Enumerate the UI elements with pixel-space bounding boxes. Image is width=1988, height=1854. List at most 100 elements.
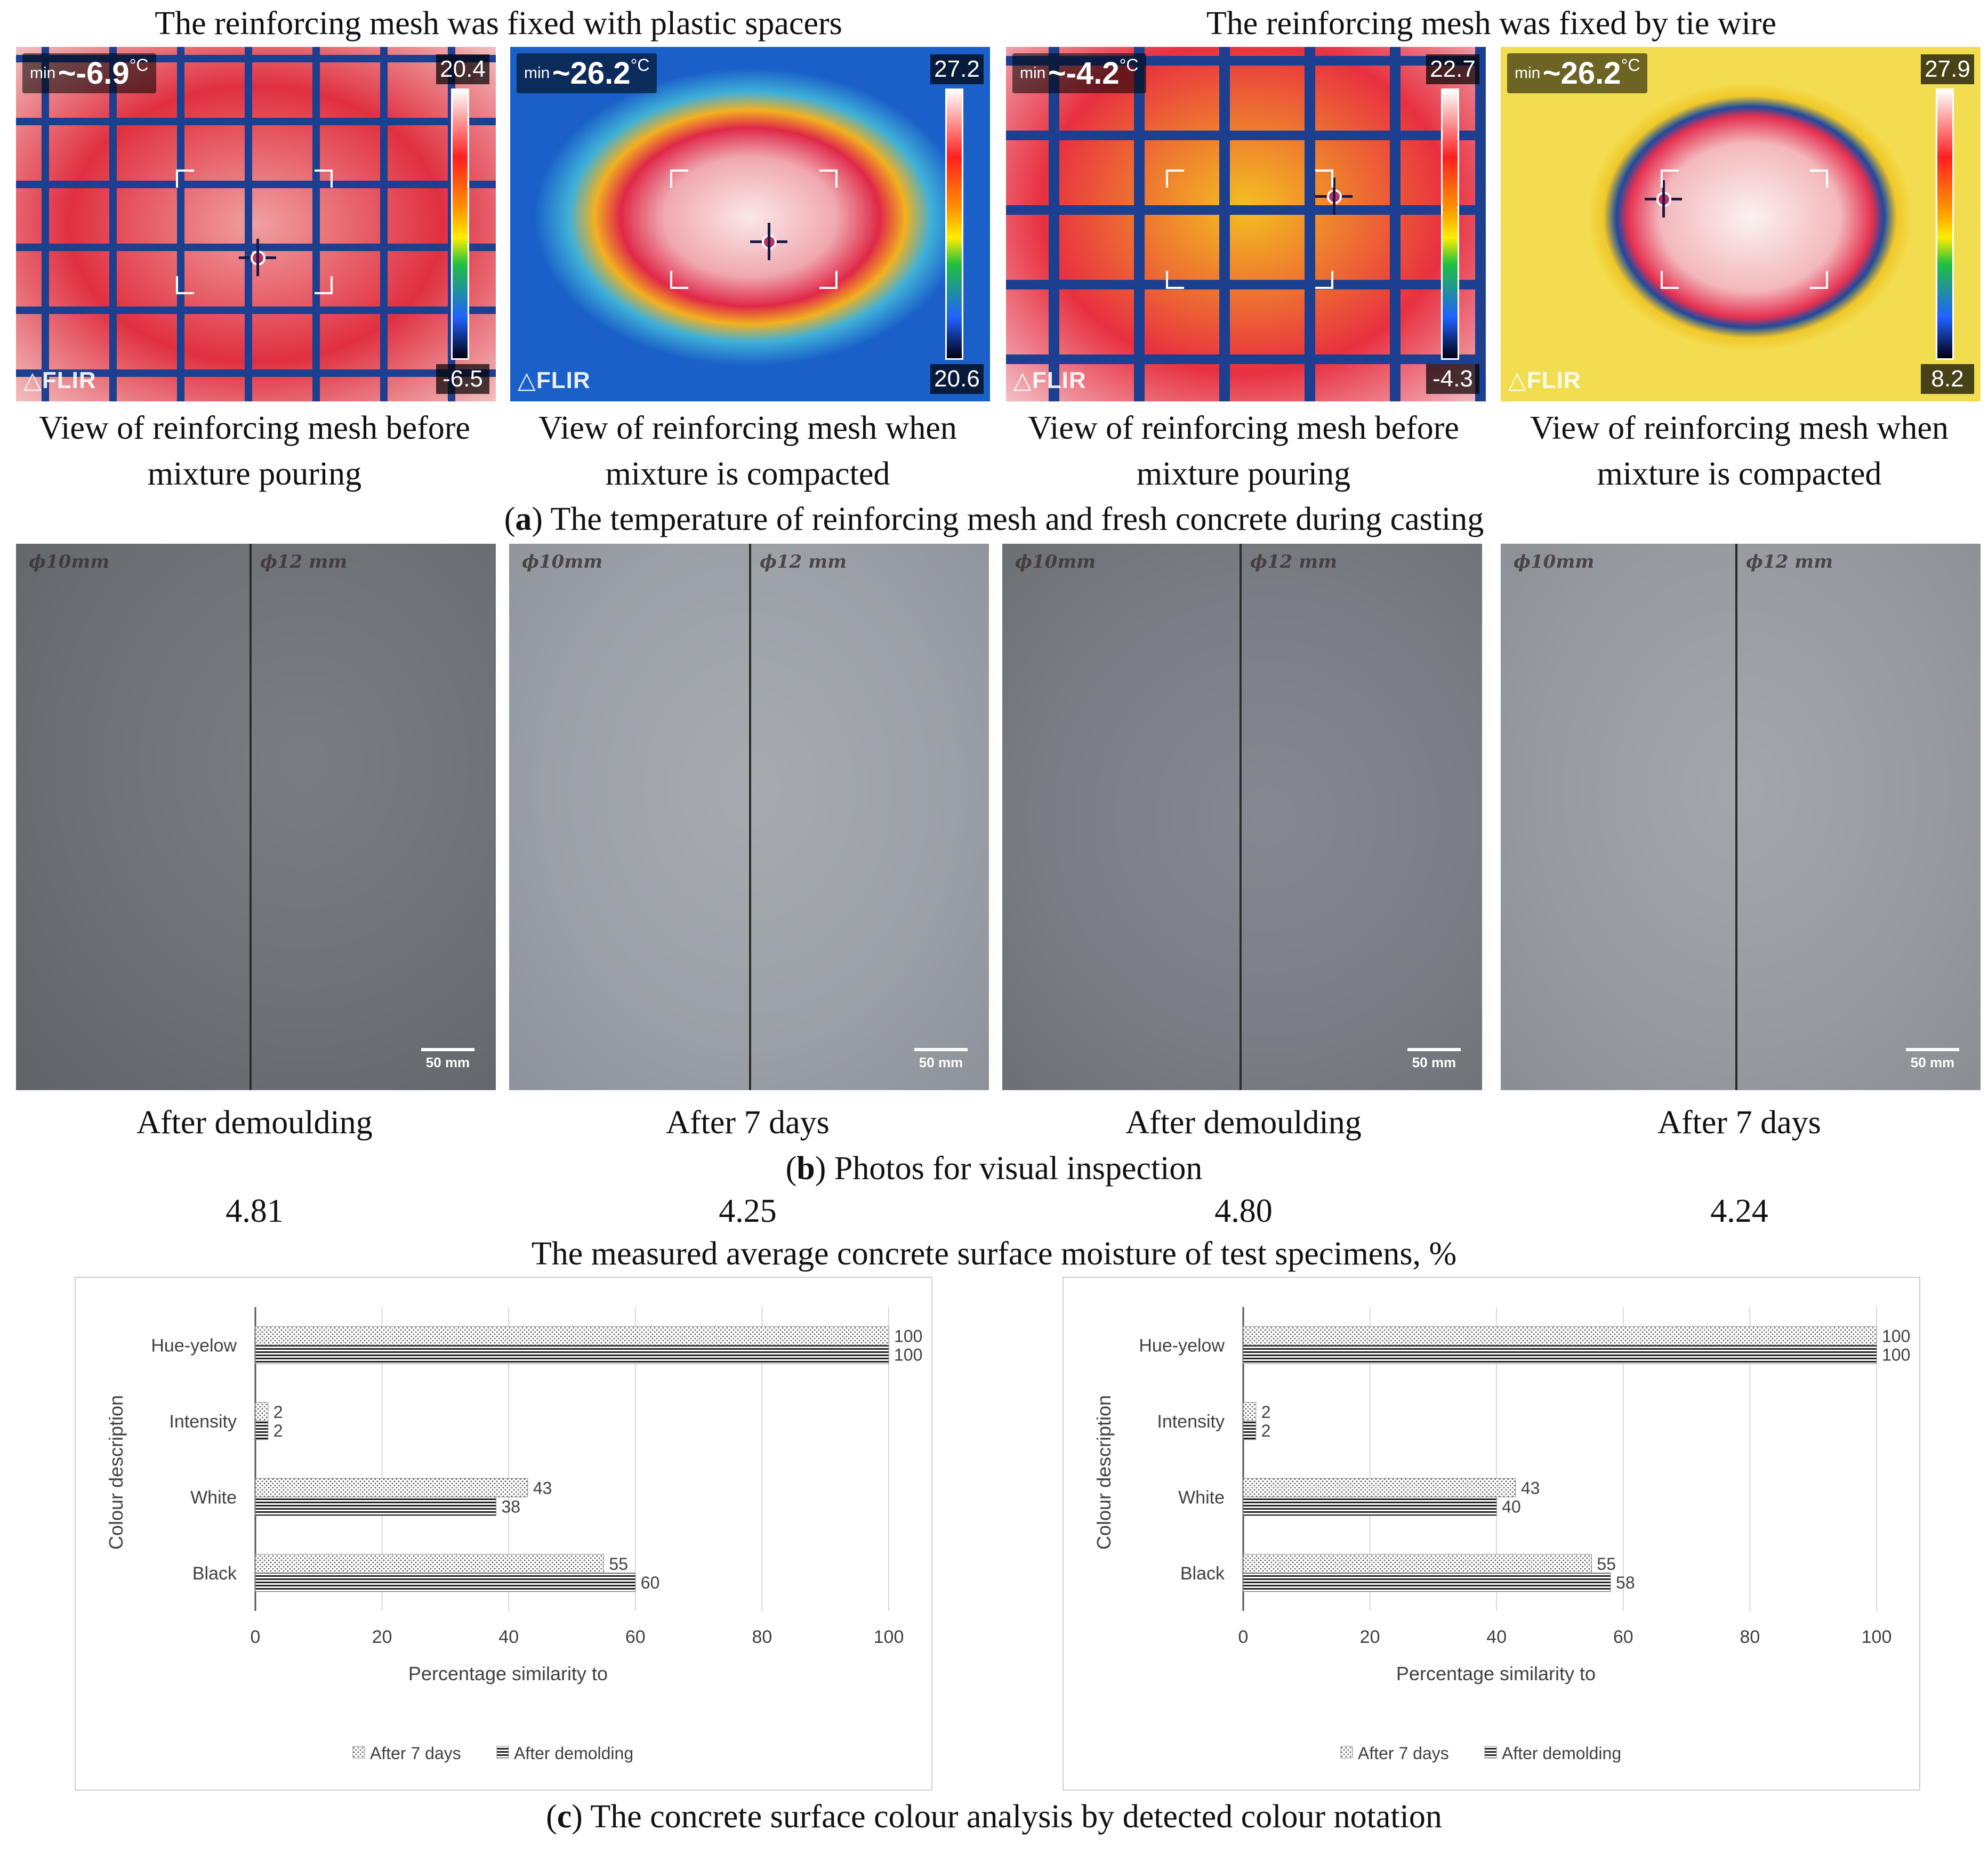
bar [255, 1326, 889, 1345]
measure-bracket [670, 170, 688, 188]
measure-bracket [819, 170, 838, 188]
x-tick-label: 60 [625, 1627, 646, 1647]
scale-max-label: 27.9 [1921, 54, 1974, 84]
group-title-tie-wire: The reinforcing mesh was fixed by tie wi… [1206, 5, 1777, 42]
legend-label: After demolding [1502, 1744, 1621, 1763]
colour-scale-bar [1936, 88, 1954, 360]
category-label: Black [192, 1563, 237, 1584]
colour-scale-bar [451, 88, 469, 360]
colour-scale-bar [1441, 88, 1459, 360]
data-label: 2 [273, 1421, 283, 1440]
min-temp-readout: min ~-4.2°C [1012, 53, 1146, 93]
x-tick-label: 0 [1238, 1627, 1249, 1647]
divider-line [749, 544, 751, 1090]
data-label: 2 [273, 1402, 283, 1422]
bar-diameter-label-left: ϕ10mm [1514, 551, 1595, 573]
moisture-value-3: 4.80 [1214, 1193, 1273, 1229]
category-label: Hue-yelow [151, 1335, 237, 1356]
divider-line [1735, 544, 1737, 1090]
thermal-caption-4: View of reinforcing mesh when mixture is … [1530, 410, 1949, 492]
legend-label: After 7 days [370, 1744, 461, 1763]
moisture-value-2: 4.25 [719, 1193, 777, 1229]
crosshair-icon [1645, 180, 1682, 217]
x-axis-title: Percentage similarity to [1396, 1663, 1596, 1684]
colour-chart-right: 0 20 40 60 80 100 Hue-yelow 100 100 Intensity 2 2 Wh… [1063, 1277, 1920, 1791]
data-label: 100 [1882, 1326, 1910, 1345]
data-label: 43 [533, 1478, 552, 1497]
scale-max-label: 20.4 [436, 54, 489, 84]
concrete-photo-1: ϕ10mm ϕ12 mm 50 mm [16, 544, 496, 1090]
divider-line [1240, 544, 1242, 1090]
bar [255, 1573, 636, 1592]
thermal-image-4: min ~26.2°C 27.9 8.2 △FLIR [1501, 47, 1981, 401]
measure-bracket [1661, 271, 1679, 289]
category-label: White [1178, 1487, 1225, 1508]
data-label: 55 [1597, 1554, 1616, 1574]
thermal-image-1: min ~-6.9°C 20.4 -6.5 △FLIR [16, 47, 496, 401]
group-title-plastic-spacers: The reinforcing mesh was fixed with plas… [155, 5, 842, 42]
data-label: 55 [609, 1554, 628, 1574]
measure-bracket [819, 271, 838, 289]
measure-bracket [176, 170, 194, 188]
bar [1243, 1496, 1497, 1516]
bar-diameter-label-left: ϕ10mm [1015, 551, 1096, 573]
scale-bar: 50 mm [1407, 1048, 1461, 1071]
data-label: 2 [1261, 1402, 1271, 1422]
concrete-photo-2: ϕ10mm ϕ12 mm 50 mm [509, 544, 989, 1090]
x-axis-title: Percentage similarity to [408, 1663, 608, 1684]
colour-scale-bar [945, 88, 963, 360]
y-axis-title: Colour description [105, 1395, 127, 1550]
thermal-image-2: min ~26.2°C 27.2 20.6 △FLIR [510, 47, 990, 401]
scale-bar: 50 mm [1906, 1048, 1959, 1071]
data-label: 60 [641, 1573, 660, 1592]
measure-bracket [670, 271, 688, 289]
legend-swatch [352, 1746, 365, 1759]
bar [1243, 1573, 1611, 1592]
legend-swatch [1340, 1746, 1353, 1759]
bar-diameter-label-left: ϕ10mm [522, 551, 603, 573]
legend-swatch [496, 1746, 509, 1759]
category-label: Black [1180, 1563, 1225, 1584]
bar-diameter-label-right: ϕ12 mm [260, 551, 348, 573]
thermal-caption-3: View of reinforcing mesh before mixture p… [1028, 410, 1459, 492]
x-tick-label: 40 [1486, 1627, 1507, 1647]
concrete-photo-4: ϕ10mm ϕ12 mm 50 mm [1501, 544, 1981, 1090]
category-label: Intensity [1157, 1412, 1225, 1432]
measure-bracket [1810, 170, 1828, 188]
x-tick-label: 40 [498, 1627, 519, 1647]
bar-diameter-label-left: ϕ10mm [29, 551, 110, 573]
measure-bracket [1315, 271, 1333, 289]
moisture-value-4: 4.24 [1710, 1193, 1768, 1229]
x-tick-label: 20 [372, 1627, 392, 1647]
legend-label: After demolding [514, 1744, 633, 1763]
x-tick-label: 100 [874, 1627, 904, 1647]
scale-max-label: 22.7 [1426, 54, 1479, 84]
crosshair-icon [239, 239, 276, 276]
bar [1243, 1478, 1516, 1497]
bar [255, 1478, 528, 1497]
panel-a-title: (a) The temperature of reinforcing mesh … [504, 501, 1484, 537]
colour-chart-left: 0 20 40 60 80 100 Hue-yelow 100 100 Intensity 2 2 Wh… [75, 1277, 932, 1791]
crosshair-icon [1315, 178, 1353, 215]
min-temp-readout: min ~26.2°C [517, 53, 657, 93]
thermal-image-3: min ~-4.2°C 22.7 -4.3 △FLIR [1006, 47, 1486, 401]
flir-logo: △FLIR [1013, 367, 1086, 393]
category-label: Intensity [169, 1412, 237, 1432]
thermal-caption-1: View of reinforcing mesh before mixture p… [39, 410, 470, 492]
data-label: 100 [1882, 1345, 1910, 1364]
bar-diameter-label-right: ϕ12 mm [1746, 551, 1833, 573]
scale-max-label: 27.2 [930, 54, 984, 84]
measure-bracket [1166, 271, 1184, 289]
measure-bracket [315, 170, 333, 188]
bar [255, 1402, 269, 1422]
crosshair-icon [750, 223, 787, 260]
bar-diameter-label-right: ϕ12 mm [1250, 551, 1338, 573]
x-tick-label: 60 [1613, 1627, 1633, 1647]
thermal-caption-2: View of reinforcing mesh when mixture is … [538, 410, 957, 492]
category-label: White [190, 1487, 237, 1508]
moisture-value-1: 4.81 [226, 1193, 284, 1229]
x-tick-label: 0 [251, 1627, 261, 1647]
scale-min-label: 8.2 [1921, 364, 1974, 394]
bar [255, 1344, 889, 1364]
